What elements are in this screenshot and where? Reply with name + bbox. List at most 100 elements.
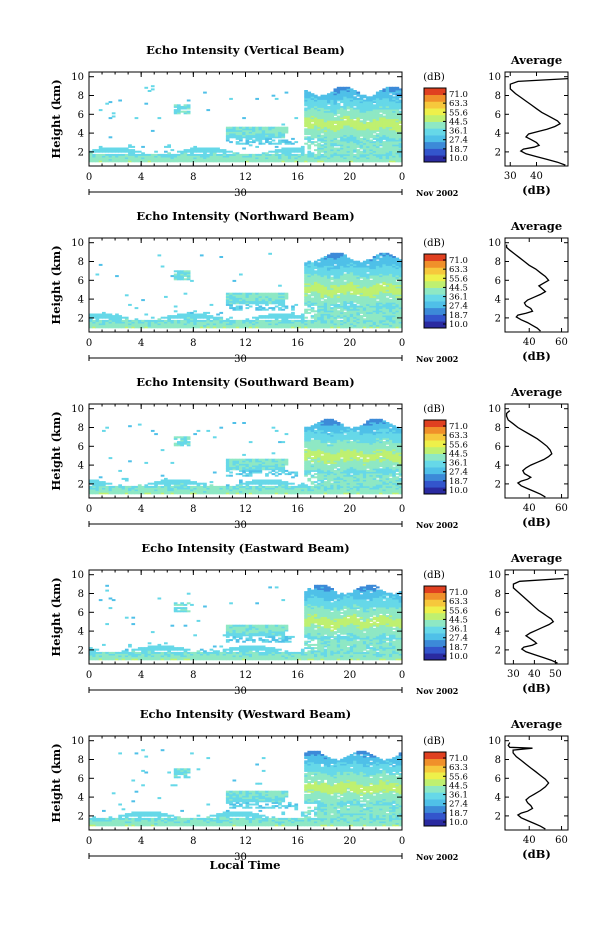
heatmap-cell	[346, 286, 351, 289]
heatmap-cell	[186, 104, 191, 107]
heatmap-cell	[330, 252, 334, 255]
heatmap-cell	[346, 136, 351, 139]
heatmap-cell	[323, 262, 328, 265]
heatmap-cell	[154, 153, 158, 156]
heatmap-cell	[395, 86, 400, 89]
heatmap-cell	[271, 129, 276, 132]
heatmap-cell	[128, 149, 132, 152]
heatmap-cell	[124, 160, 129, 163]
heatmap-cell	[193, 326, 197, 329]
heatmap-cell	[206, 158, 211, 161]
heatmap-cell	[320, 466, 325, 469]
heatmap-cell	[317, 271, 321, 274]
heatmap-cell	[362, 145, 367, 148]
heatmap-cell	[333, 259, 338, 262]
heatmap-cell	[128, 489, 132, 492]
heatmap-cell	[124, 316, 129, 319]
heatmap-cell	[320, 150, 325, 153]
heatmap-cell	[141, 326, 145, 329]
heatmap-cell	[239, 305, 243, 308]
heatmap-cell	[372, 308, 377, 311]
heatmap-cell	[372, 115, 377, 118]
heatmap-cell	[372, 153, 377, 156]
heatmap-cell	[258, 485, 263, 488]
heatmap-cell	[307, 289, 312, 292]
heatmap-cell	[362, 128, 367, 131]
heatmap-cell	[340, 294, 344, 297]
heatmap-cell	[278, 297, 282, 300]
heatmap-cell	[392, 93, 396, 96]
heatmap-cell	[389, 279, 393, 282]
heatmap-cell	[164, 489, 168, 492]
heatmap-cell	[353, 297, 357, 300]
heatmap-cell	[320, 153, 325, 156]
heatmap-cell	[304, 444, 308, 447]
heatmap-cell	[333, 278, 338, 281]
heatmap-cell	[323, 281, 328, 284]
heatmap-cell	[336, 267, 341, 270]
heatmap-cell	[222, 485, 227, 488]
heatmap-cell	[98, 481, 103, 484]
heatmap-cell	[385, 115, 390, 118]
heatmap-cell	[258, 128, 263, 131]
heatmap-cell	[398, 315, 403, 318]
heatmap-cell	[118, 153, 122, 156]
heatmap-cell	[340, 295, 344, 298]
heatmap-cell	[398, 155, 403, 158]
heatmap-cell	[369, 112, 374, 115]
heatmap-cell	[180, 444, 184, 447]
heatmap-cell	[304, 297, 308, 300]
heatmap-cell	[232, 487, 237, 490]
heatmap-cell	[141, 323, 145, 326]
heatmap-cell	[330, 147, 334, 150]
heatmap-cell	[392, 300, 396, 303]
heatmap-cell	[333, 102, 338, 105]
heatmap-cell	[124, 318, 129, 321]
heatmap-cell	[382, 134, 387, 137]
heatmap-cell	[375, 142, 380, 145]
heatmap-cell	[362, 292, 367, 295]
heatmap-cell	[196, 321, 201, 324]
heatmap-cell	[265, 141, 269, 144]
heatmap-cell	[353, 323, 357, 326]
heatmap-cell	[327, 286, 331, 289]
heatmap-cell	[307, 466, 312, 469]
heatmap-cell	[248, 474, 253, 477]
heatmap-cell	[196, 315, 201, 318]
heatmap-cell	[124, 319, 129, 322]
heatmap-cell	[323, 131, 328, 134]
heatmap-cell	[118, 490, 122, 493]
heatmap-cell	[232, 158, 237, 161]
heatmap-cell	[154, 157, 158, 160]
heatmap-cell	[170, 489, 175, 492]
heatmap-cell	[346, 128, 351, 131]
heatmap-cell	[248, 323, 253, 326]
heatmap-cell	[333, 310, 338, 313]
heatmap-cell	[343, 115, 347, 118]
heatmap-cell	[340, 299, 344, 302]
heatmap-cell	[258, 295, 263, 298]
heatmap-cell	[235, 155, 240, 158]
heatmap-cell	[278, 307, 282, 310]
heatmap-cell	[327, 276, 331, 279]
heatmap-cell	[389, 126, 393, 129]
heatmap-cell	[92, 479, 96, 482]
heatmap-cell	[327, 129, 331, 132]
heatmap-cell	[281, 490, 286, 493]
heatmap-cell	[356, 126, 361, 129]
heatmap-cell	[274, 128, 279, 131]
heatmap-cell	[177, 487, 181, 490]
heatmap-cell	[333, 90, 338, 92]
heatmap-cell	[372, 112, 377, 115]
heatmap-cell	[362, 149, 367, 152]
heatmap-cell	[362, 150, 367, 153]
heatmap-cell	[379, 149, 383, 152]
heatmap-cell	[330, 101, 334, 104]
heatmap-cell	[340, 276, 344, 279]
heatmap-cell	[385, 155, 390, 158]
heatmap-cell	[278, 160, 282, 163]
heatmap-cell	[229, 458, 233, 461]
heatmap-cell	[375, 297, 380, 300]
heatmap-cell	[252, 302, 256, 305]
